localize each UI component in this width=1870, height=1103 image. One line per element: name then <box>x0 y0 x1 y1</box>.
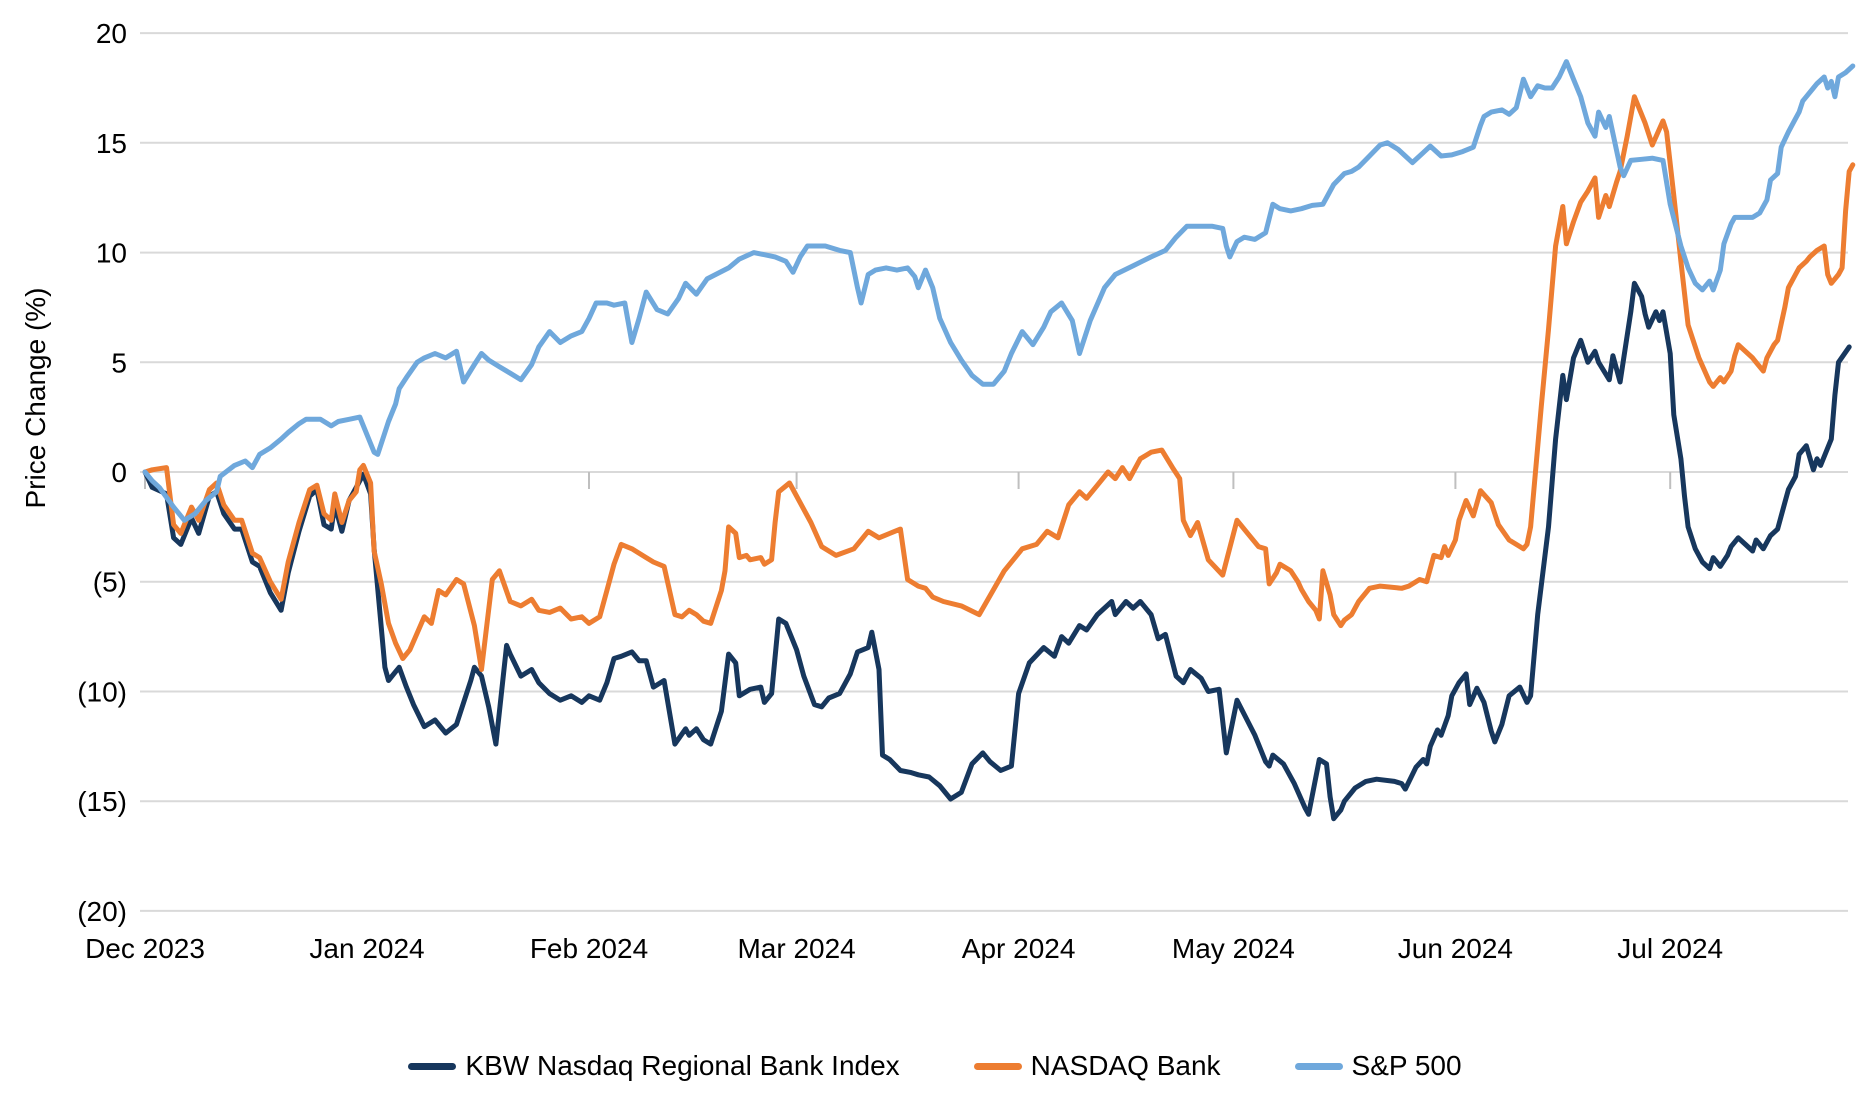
y-axis-title: Price Change (%) <box>20 287 51 509</box>
sp500-series-label: S&P 500 <box>1351 1050 1462 1081</box>
y-tick-label: 0 <box>111 457 127 488</box>
x-tick-label: Apr 2024 <box>962 933 1076 964</box>
sp500-series-marker <box>1294 1062 1343 1070</box>
x-tick-label: Dec 2023 <box>85 933 205 964</box>
legend-item-sp500: S&P 500 <box>1294 1050 1462 1082</box>
x-tick-label: Jun 2024 <box>1398 933 1513 964</box>
y-tick-label: (5) <box>93 567 127 598</box>
y-tick-label: (15) <box>77 786 127 817</box>
nasdaq-bank-series-label: NASDAQ Bank <box>1030 1050 1221 1081</box>
nasdaq-bank-series-marker <box>973 1062 1022 1070</box>
x-tick-label: Jul 2024 <box>1617 933 1723 964</box>
chart-legend: KBW Nasdaq Regional Bank Index NASDAQ Ba… <box>0 1050 1870 1082</box>
series-line-1 <box>142 94 1856 672</box>
series-line-2 <box>142 59 1856 523</box>
kbw-series-label: KBW Nasdaq Regional Bank Index <box>465 1050 900 1081</box>
x-tick-label: Mar 2024 <box>737 933 855 964</box>
kbw-series-marker <box>408 1062 457 1070</box>
x-tick-label: Jan 2024 <box>309 933 424 964</box>
y-tick-label: 15 <box>96 128 127 159</box>
y-tick-label: 10 <box>96 238 127 269</box>
series-line-0 <box>142 280 1852 822</box>
x-tick-label: Feb 2024 <box>530 933 648 964</box>
legend-item-nasdaq-bank: NASDAQ Bank <box>973 1050 1221 1082</box>
legend-item-kbw: KBW Nasdaq Regional Bank Index <box>408 1050 900 1082</box>
x-tick-label: May 2024 <box>1172 933 1295 964</box>
y-tick-label: 20 <box>96 18 127 49</box>
y-tick-label: (10) <box>77 677 127 708</box>
y-tick-label: 5 <box>111 347 127 378</box>
y-tick-label: (20) <box>77 896 127 927</box>
